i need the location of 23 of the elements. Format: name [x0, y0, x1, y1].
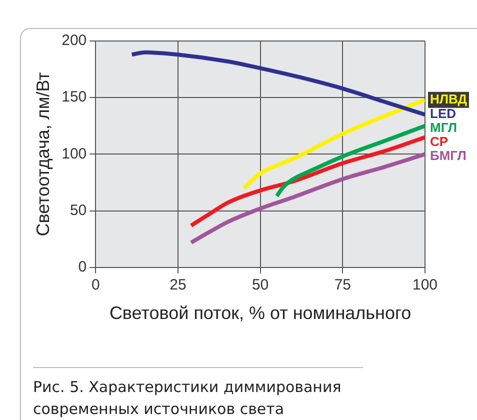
line-series: [189, 135, 425, 228]
x-tick-label: 0: [91, 276, 100, 294]
line-series: [189, 152, 425, 244]
y-tick-label: 100: [62, 145, 87, 162]
x-tick-label: 50: [252, 276, 269, 294]
series-label: НЛВД: [430, 91, 468, 106]
series-label: МГЛ: [430, 120, 457, 136]
text: Рис. 5. Характеристики диммирования современных источников света: [33, 367, 363, 420]
series-label: СР: [430, 134, 448, 150]
x-tick-label: 100: [412, 276, 438, 294]
y-tick-label: 200: [62, 32, 87, 50]
y-axis-title: Светоотдача, лм/Вт: [32, 72, 53, 236]
x-tick-label: 25: [170, 276, 186, 294]
series-label: LED: [430, 106, 456, 122]
line-series: [274, 124, 425, 198]
y-tick-label: 150: [62, 88, 87, 106]
x-tick-label: 75: [334, 276, 351, 294]
line-series: [242, 98, 425, 190]
y-tick-label: 50: [70, 202, 87, 219]
x-axis-title: Световой поток, % от номинального: [109, 303, 412, 324]
series-label: БМГЛ: [430, 148, 466, 164]
y-tick-label: 0: [78, 258, 87, 276]
line-series: [130, 50, 425, 117]
